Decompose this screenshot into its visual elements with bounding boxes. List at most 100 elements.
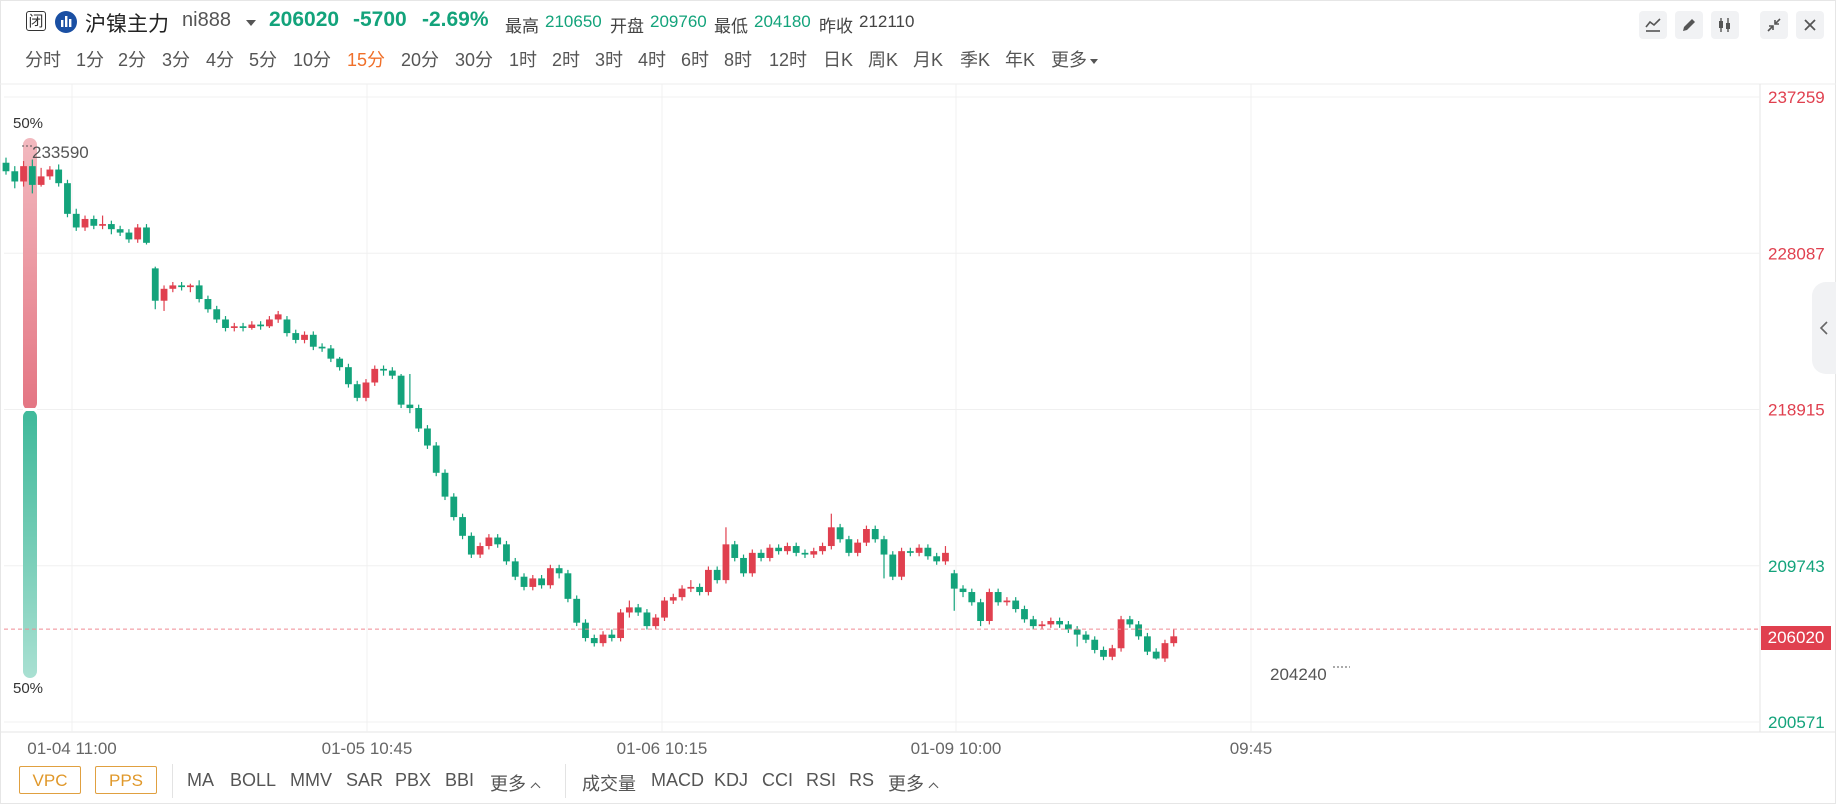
low-value: 204180: [754, 12, 811, 31]
candle-body: [134, 227, 142, 240]
period-tab-9[interactable]: 30分: [455, 50, 494, 70]
period-tab-19[interactable]: 月K: [913, 50, 944, 70]
sub-indicator-3[interactable]: CCI: [762, 770, 793, 790]
close-button[interactable]: [1796, 11, 1824, 39]
candle-body: [661, 600, 668, 618]
open-value: 209760: [650, 12, 707, 31]
y-tick-label: 228087: [1768, 244, 1825, 263]
period-tab-8[interactable]: 20分: [401, 50, 440, 70]
period-tab-10[interactable]: 1时: [509, 50, 538, 70]
candle-body: [1091, 639, 1099, 650]
sub-indicator-4[interactable]: RSI: [806, 770, 837, 790]
period-tab-14[interactable]: 6时: [681, 50, 710, 70]
candle-body: [81, 218, 89, 228]
period-tab-4[interactable]: 4分: [206, 50, 235, 70]
period-tab-5[interactable]: 5分: [249, 50, 278, 70]
vpc-button[interactable]: VPC: [19, 766, 81, 794]
period-tab-18[interactable]: 周K: [868, 50, 899, 70]
candle-body: [55, 169, 63, 184]
candle-body: [406, 404, 414, 409]
period-tab-22[interactable]: 更多: [1051, 46, 1098, 72]
period-tab-21[interactable]: 年K: [1005, 50, 1036, 70]
draw-tool-button[interactable]: [1675, 11, 1703, 39]
candle-body: [617, 612, 624, 639]
period-tab-6[interactable]: 10分: [293, 50, 332, 70]
candle-body: [353, 384, 361, 398]
candle-body: [845, 539, 853, 553]
last-price-badge: 206020: [1761, 626, 1831, 650]
candle-body: [669, 597, 677, 601]
symbol-code[interactable]: ni888: [182, 9, 231, 31]
low-annotation: 204240: [1270, 665, 1327, 684]
period-tab-2[interactable]: 2分: [118, 50, 147, 70]
candle-body: [1012, 600, 1020, 610]
sub-indicator-5[interactable]: RS: [849, 770, 875, 790]
candle-body: [2, 162, 10, 172]
sub-indicator-0[interactable]: 成交量: [582, 774, 636, 794]
period-tab-12[interactable]: 3时: [595, 50, 624, 70]
period-tab-11[interactable]: 2时: [552, 50, 581, 70]
symbol-name[interactable]: 沪镍主力: [85, 13, 169, 36]
period-tab-15[interactable]: 8时: [724, 50, 753, 70]
indicator-pbx[interactable]: PBX: [395, 770, 432, 790]
candle-body: [933, 556, 941, 562]
candle-body: [1021, 609, 1028, 620]
candle-body: [46, 169, 54, 177]
candle-body: [757, 552, 765, 558]
candle-body: [222, 319, 229, 328]
candle-body: [116, 229, 124, 233]
side-panel-toggle[interactable]: [1812, 282, 1836, 374]
period-tab-16[interactable]: 12时: [769, 50, 808, 70]
candle-body: [1161, 643, 1169, 659]
candle-body: [810, 551, 818, 555]
candle-body: [696, 586, 704, 593]
candle-body: [634, 607, 642, 613]
sub-indicator-more[interactable]: 更多: [888, 770, 939, 796]
high-label: 最高: [505, 17, 539, 36]
candle-body: [485, 537, 493, 547]
candle-body: [11, 171, 19, 182]
candle-body: [1108, 648, 1116, 657]
chevron-left-icon: [1819, 321, 1828, 335]
candle-body: [898, 551, 905, 577]
pps-button[interactable]: PPS: [95, 766, 157, 794]
candle-body: [64, 183, 71, 214]
sub-indicator-2[interactable]: KDJ: [714, 770, 749, 790]
candle-body: [1047, 620, 1055, 625]
indicator-ma[interactable]: MA: [187, 770, 214, 790]
period-tab-13[interactable]: 4时: [638, 50, 667, 70]
period-tab-1[interactable]: 1分: [76, 50, 105, 70]
candle-body: [72, 213, 80, 228]
period-tab-3[interactable]: 3分: [162, 50, 191, 70]
line-chart-button[interactable]: [1639, 11, 1667, 39]
period-tab-17[interactable]: 日K: [823, 50, 854, 70]
indicator-bbi[interactable]: BBI: [445, 770, 475, 790]
sub-indicator-1[interactable]: MACD: [651, 770, 704, 790]
candle-body: [494, 537, 502, 545]
collapse-button[interactable]: [1760, 11, 1788, 39]
candle-body: [292, 333, 300, 340]
candle-body: [151, 268, 159, 301]
prev-close-label: 昨收: [819, 17, 853, 36]
candle-body: [1056, 620, 1063, 625]
indicator-sar[interactable]: SAR: [346, 770, 384, 790]
indicator-boll[interactable]: BOLL: [230, 770, 277, 790]
period-tab-7[interactable]: 15分: [347, 50, 386, 70]
indicator-mmv[interactable]: MMV: [290, 770, 332, 790]
main-indicator-more[interactable]: 更多: [490, 770, 541, 796]
candle-body: [362, 382, 370, 398]
line-chart-icon: [1645, 18, 1661, 32]
candle-body: [1073, 629, 1081, 635]
candlestick-button[interactable]: [1711, 11, 1739, 39]
candle-body: [415, 408, 423, 429]
candle-body: [529, 578, 537, 587]
period-tab-0[interactable]: 分时: [25, 50, 61, 70]
period-tab-20[interactable]: 季K: [960, 50, 991, 70]
candlestick-icon: [1719, 18, 1730, 32]
volume-profile-divider: [23, 408, 37, 411]
candlestick-chart[interactable]: 237259 228087 218915 209743 200571 01-04 11:0…: [0, 0, 1836, 758]
candle-body: [371, 368, 379, 383]
candle-body: [441, 472, 449, 497]
symbol-dropdown-icon[interactable]: [246, 20, 256, 26]
x-tick-label: 09:45: [1230, 739, 1273, 758]
